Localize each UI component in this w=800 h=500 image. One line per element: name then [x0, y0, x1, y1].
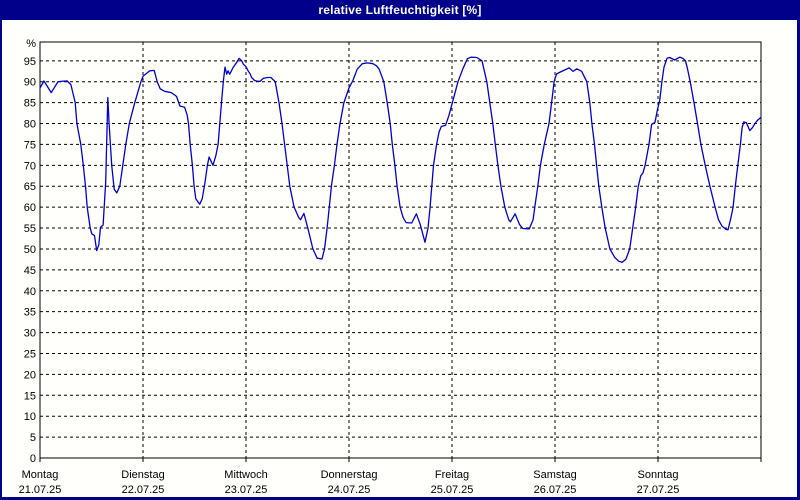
y-tick-label: 90: [24, 77, 36, 89]
y-tick-label: 80: [24, 119, 36, 131]
x-day-label: Donnerstag: [321, 469, 378, 481]
y-tick-label: 20: [24, 369, 36, 381]
y-tick-label: 15: [24, 390, 36, 402]
y-tick-label: 35: [24, 307, 36, 319]
window-titlebar: relative Luftfeuchtigkeit [%]: [0, 0, 800, 20]
y-tick-label: 60: [24, 202, 36, 214]
x-day-label: Dienstag: [121, 469, 164, 481]
x-date-label: 23.07.25: [225, 484, 268, 496]
window-frame-bottom: [0, 497, 800, 500]
x-date-label: 25.07.25: [431, 484, 474, 496]
humidity-line: [39, 56, 762, 263]
y-tick-label: 10: [24, 411, 36, 423]
y-tick-label: 95: [24, 56, 36, 68]
y-tick-label: 75: [24, 139, 36, 151]
y-tick-label: 70: [24, 160, 36, 172]
y-tick-label: 25: [24, 348, 36, 360]
y-tick-label: 65: [24, 181, 36, 193]
y-tick-label: 55: [24, 223, 36, 235]
humidity-chart: 0 5 10 15 20 25 30 35 40 45 50 55 60 65 70 75 80 85 90 95% M…: [0, 20, 800, 500]
y-tick-label: 45: [24, 265, 36, 277]
window-frame-right: [797, 20, 800, 500]
y-tick-label: 85: [24, 98, 36, 110]
y-tick-label: 0: [30, 453, 36, 465]
x-day-label: Freitag: [435, 469, 469, 481]
x-day-label: Sonntag: [638, 469, 679, 481]
x-day-label: Samstag: [533, 469, 576, 481]
y-tick-label: 40: [24, 286, 36, 298]
x-day-label: Mittwoch: [224, 469, 267, 481]
plot-border: [39, 41, 762, 459]
y-tick-label: 5: [30, 432, 36, 444]
y-tick-label: 30: [24, 328, 36, 340]
y-axis-unit-label: %: [26, 38, 36, 50]
x-date-label: 22.07.25: [122, 484, 165, 496]
x-day-label: Montag: [22, 469, 59, 481]
x-date-label: 27.07.25: [637, 484, 680, 496]
window-frame-left: [0, 20, 2, 500]
x-date-label: 21.07.25: [19, 484, 62, 496]
x-date-label: 24.07.25: [328, 484, 371, 496]
y-tick-label: 50: [24, 244, 36, 256]
window-title: relative Luftfeuchtigkeit [%]: [318, 3, 482, 17]
x-date-label: 26.07.25: [534, 484, 577, 496]
